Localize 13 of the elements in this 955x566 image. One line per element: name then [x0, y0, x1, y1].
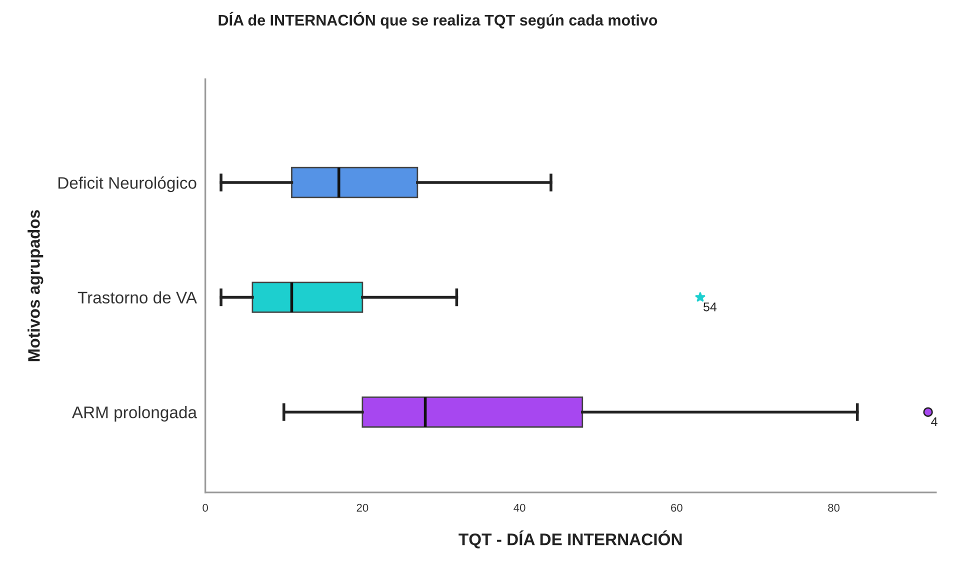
- x-tick-label: 20: [356, 504, 368, 512]
- x-tick-label: 40: [514, 504, 526, 512]
- x-tick-label: 80: [828, 504, 840, 512]
- y-tick-label: Trastorno de VA: [78, 291, 197, 304]
- x-axis-title: TQT - DÍA DE INTERNACIÓN: [458, 530, 682, 548]
- x-tick-label: 0: [202, 504, 208, 512]
- x-tick-label: 60: [671, 504, 682, 512]
- y-axis-title: Motivos agrupados: [28, 210, 44, 362]
- y-tick-label: ARM prolongada: [72, 406, 197, 422]
- chart-title: DÍA de INTERNACIÓN que se realiza TQT según cada motivo: [218, 12, 658, 29]
- annotation: 4: [931, 417, 938, 426]
- y-tick-label: Deficit Neurológico: [58, 176, 196, 192]
- annotation: 54: [704, 302, 717, 312]
